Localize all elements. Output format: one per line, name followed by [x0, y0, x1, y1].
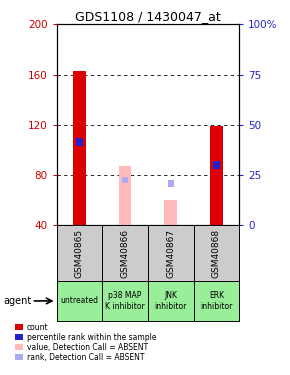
Bar [213, 161, 220, 169]
Bar [102, 281, 148, 321]
Text: rank, Detection Call = ABSENT: rank, Detection Call = ABSENT [27, 353, 144, 362]
Bar [164, 200, 177, 225]
Text: value, Detection Call = ABSENT: value, Detection Call = ABSENT [27, 343, 148, 352]
Text: GSM40868: GSM40868 [212, 228, 221, 278]
Bar [76, 138, 83, 146]
Bar [73, 71, 86, 225]
Bar [148, 281, 194, 321]
Bar [168, 180, 174, 187]
Bar [119, 166, 131, 225]
Bar [57, 281, 102, 321]
Text: JNK
inhibitor: JNK inhibitor [155, 291, 187, 310]
Bar [148, 225, 194, 281]
Text: p38 MAP
K inhibitor: p38 MAP K inhibitor [105, 291, 145, 310]
Text: ERK
inhibitor: ERK inhibitor [200, 291, 233, 310]
Text: agent: agent [3, 296, 31, 306]
Bar [102, 225, 148, 281]
Bar [194, 225, 239, 281]
Text: untreated: untreated [60, 296, 98, 305]
Bar [210, 126, 223, 225]
Bar [194, 281, 239, 321]
Text: count: count [27, 322, 48, 332]
Title: GDS1108 / 1430047_at: GDS1108 / 1430047_at [75, 10, 221, 23]
Text: GSM40866: GSM40866 [121, 228, 130, 278]
Bar [57, 225, 102, 281]
Text: percentile rank within the sample: percentile rank within the sample [27, 333, 156, 342]
Text: GSM40865: GSM40865 [75, 228, 84, 278]
Bar [122, 177, 128, 183]
Text: GSM40867: GSM40867 [166, 228, 175, 278]
